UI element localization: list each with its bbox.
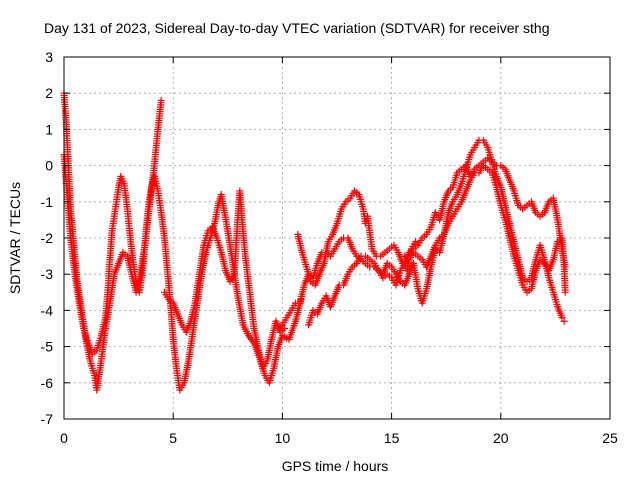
y-tick-label: 2	[45, 85, 53, 101]
y-axis-label: SDTVAR / TECUs	[7, 182, 23, 294]
y-tick-label: -3	[41, 266, 54, 282]
x-tick-label: 20	[493, 430, 509, 446]
data-point-marker	[558, 314, 566, 322]
y-tick-label: -2	[41, 230, 54, 246]
y-tick-label: -4	[41, 302, 54, 318]
series-track	[160, 187, 289, 372]
chart-title: Day 131 of 2023, Sidereal Day-to-day VTE…	[44, 20, 550, 36]
x-tick-label: 15	[384, 430, 400, 446]
y-tick-label: -7	[41, 411, 54, 427]
x-tick-label: 0	[60, 430, 68, 446]
y-tick-label: 0	[45, 158, 53, 174]
y-tick-label: 1	[45, 121, 53, 137]
data-point-marker	[157, 96, 165, 104]
x-tick-label: 5	[169, 430, 177, 446]
y-tick-label: -1	[41, 194, 54, 210]
x-tick-label: 25	[602, 430, 618, 446]
y-tick-label: -5	[41, 339, 54, 355]
data-point-marker	[281, 325, 289, 332]
data-series	[60, 89, 569, 394]
y-tick-label: 3	[45, 49, 53, 65]
data-point-marker	[560, 317, 568, 325]
y-tick-label: -6	[41, 375, 54, 391]
x-tick-label: 10	[275, 430, 291, 446]
axes: 0 5 10 15 20 25 -7 -6 -5 -4 -3 -2 -1 0 1 2 3	[41, 49, 618, 446]
data-point-marker	[561, 288, 569, 296]
x-axis-label: GPS time / hours	[282, 458, 389, 474]
series-track	[401, 162, 569, 296]
